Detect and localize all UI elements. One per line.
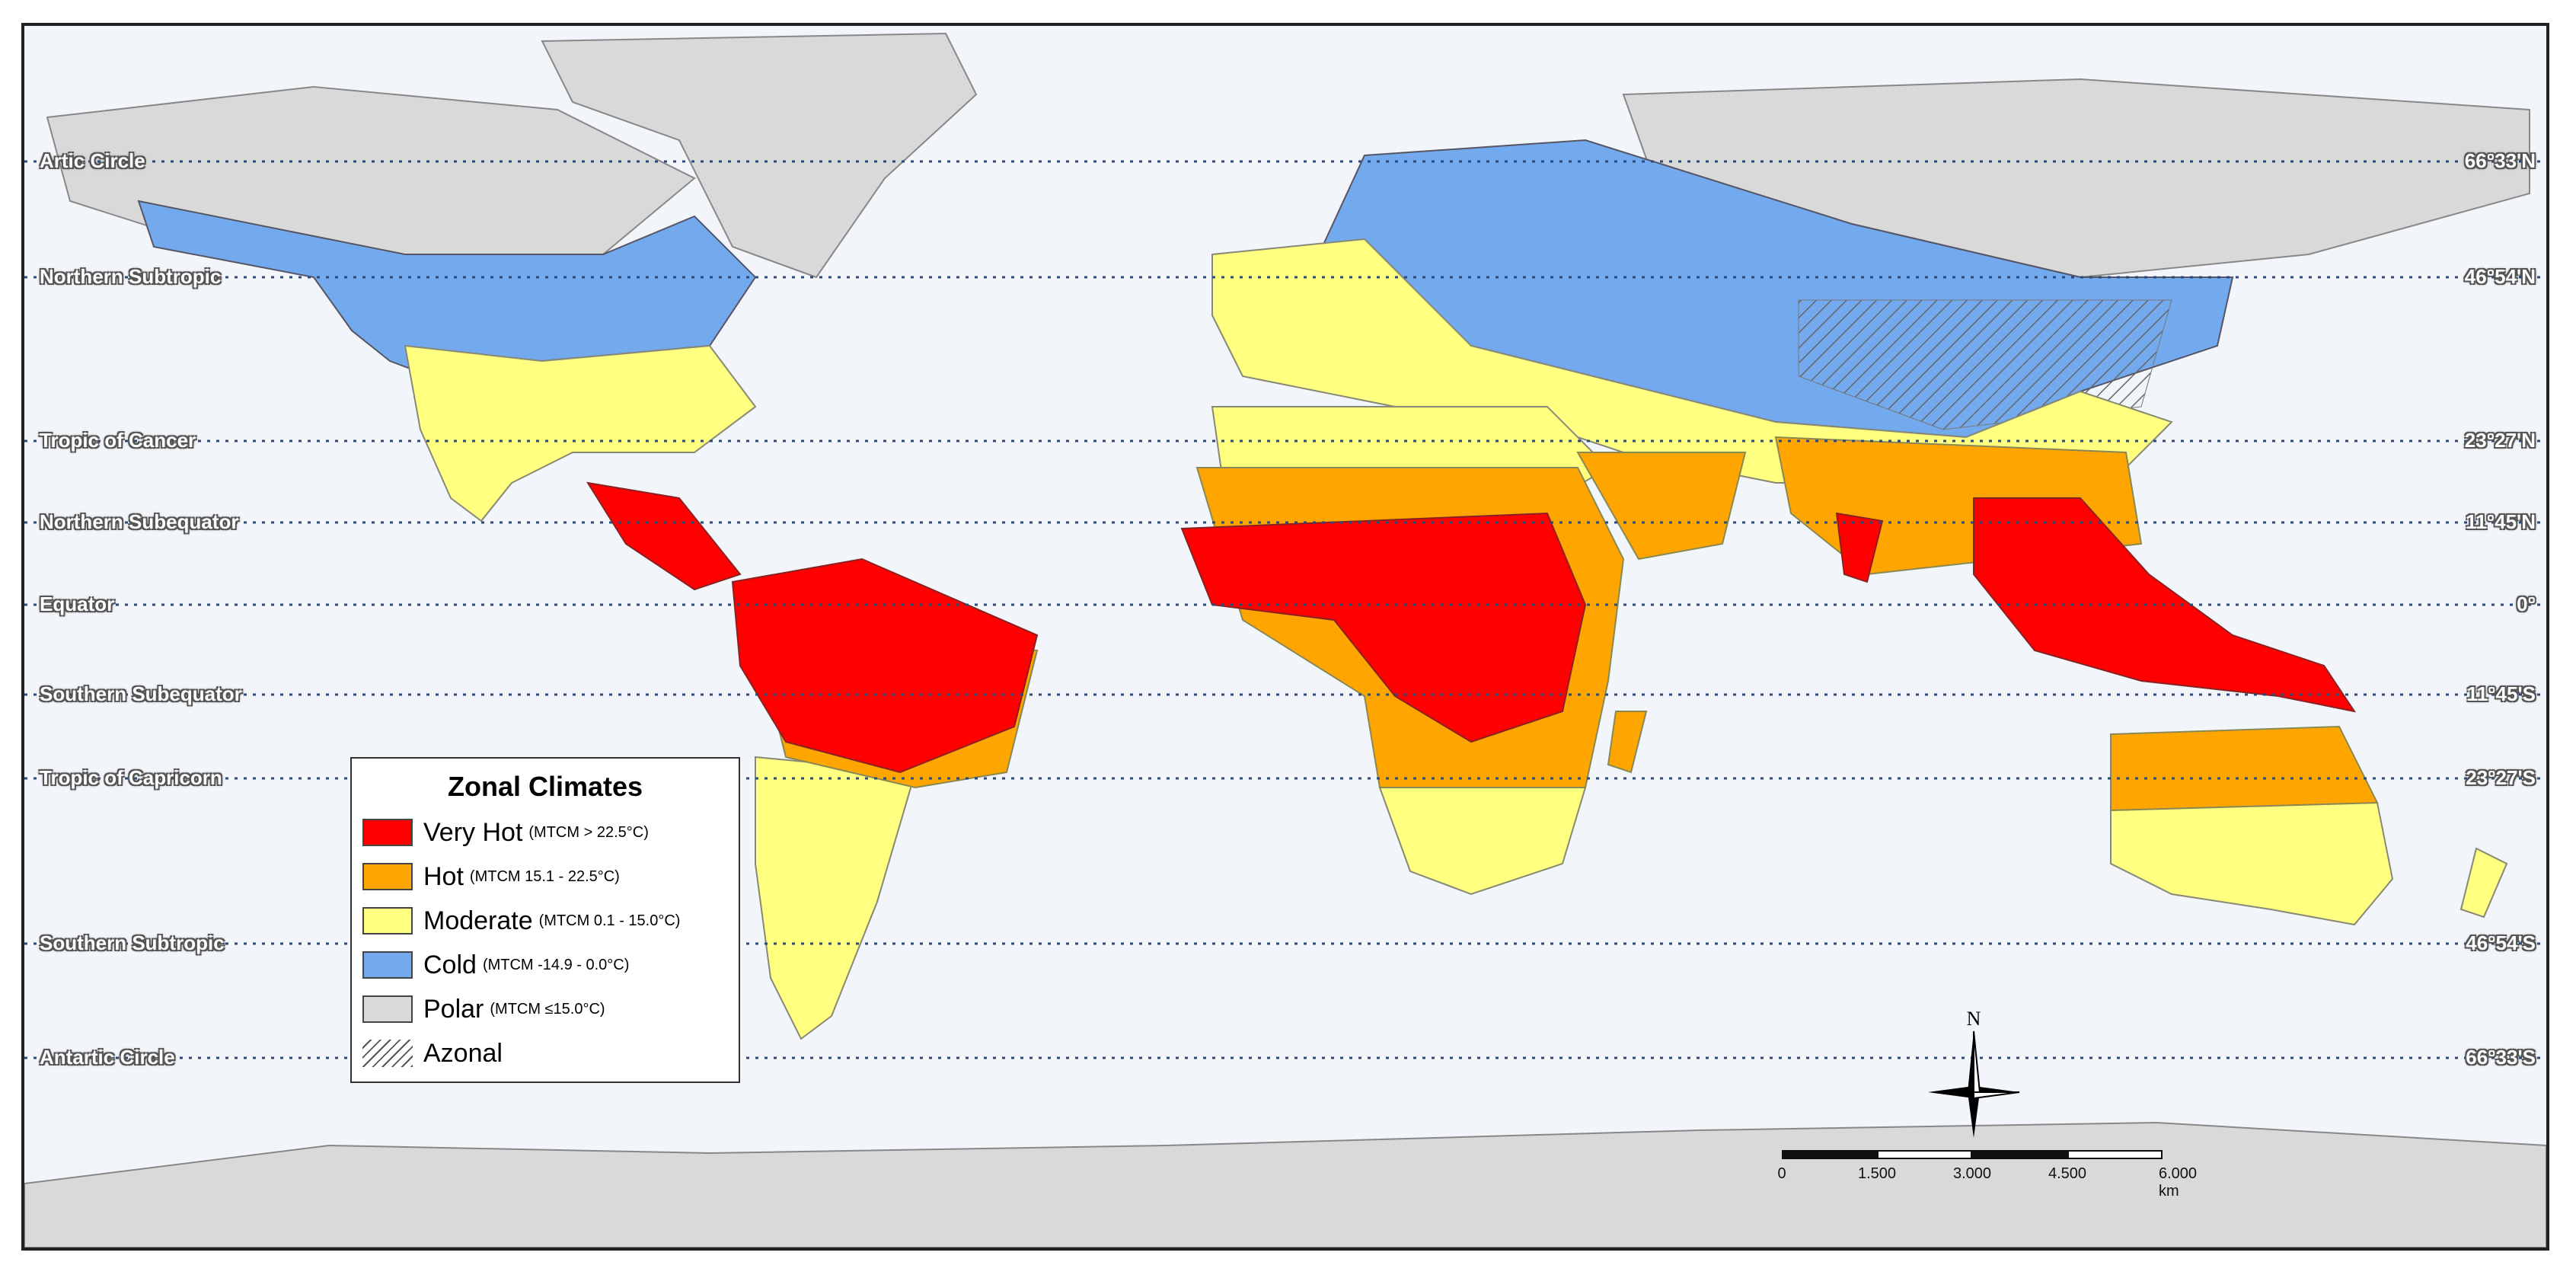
legend-note: (MTCM > 22.5°C) [528, 823, 649, 841]
cold-swatch [362, 951, 413, 979]
legend-item-moderate: Moderate (MTCM 0.1 - 15.0°C) [362, 899, 728, 943]
legend-label: Very Hot [423, 817, 523, 847]
lat-label-left: Northern Subtropic [40, 265, 222, 288]
legend-item-polar: Polar (MTCM ≤15.0°C) [362, 987, 728, 1031]
legend-note: (MTCM 0.1 - 15.0°C) [538, 912, 681, 929]
africa-very-hot [1180, 512, 1587, 743]
central-america-very-hot [586, 481, 742, 591]
map-frame: Artic Circle 66°33'N Northern Subtropic … [21, 23, 2549, 1251]
lat-label-right: 0° [2517, 593, 2536, 615]
scale-tick: 1.500 [1857, 1165, 1897, 1182]
lat-label-left: Northern Subequator [40, 510, 239, 533]
scale-tick: 4.500 [2048, 1165, 2087, 1182]
legend-note: (MTCM -14.9 - 0.0°C) [482, 956, 630, 973]
legend-label: Hot [423, 861, 464, 891]
scale-bar: 0 1.500 3.000 4.500 6.000 km [1777, 1150, 2197, 1203]
very-hot-swatch [362, 819, 413, 846]
north-america-moderate [404, 344, 757, 522]
legend-label: Polar [423, 994, 484, 1024]
lat-label-right: 66°33'S [2466, 1046, 2536, 1069]
lat-label-right: 46°54'S [2466, 931, 2536, 954]
scale-segment [1877, 1150, 1972, 1159]
world-climate-map[interactable] [24, 26, 2546, 1248]
moderate-swatch [362, 907, 413, 935]
azonal-hatch-swatch [362, 1040, 413, 1067]
legend-label: Azonal [423, 1038, 503, 1068]
scale-segment [2067, 1150, 2163, 1159]
scale-tick: 6.000 km [2158, 1165, 2198, 1200]
new-zealand [2459, 847, 2508, 919]
south-africa-moderate [1378, 787, 1587, 896]
legend-title: Zonal Climates [447, 771, 643, 802]
lat-label-right: 23°27'S [2466, 766, 2536, 789]
arabia-hot [1576, 452, 1747, 561]
north-label: N [1967, 1008, 1981, 1030]
hot-swatch [362, 863, 413, 890]
legend-note: (MTCM ≤15.0°C) [490, 1000, 605, 1018]
lat-label-left: Southern Subequator [40, 682, 242, 705]
scale-segment [1782, 1150, 1877, 1159]
australia-hot [2110, 725, 2379, 812]
south-america-very-hot [731, 558, 1039, 774]
lat-label-right: 11°45'N [2466, 510, 2536, 533]
madagascar [1607, 711, 1648, 774]
legend-item-very-hot: Very Hot (MTCM > 22.5°C) [362, 810, 728, 855]
lat-label-left: Tropic of Cancer [40, 429, 196, 452]
scale-segment [1972, 1150, 2067, 1159]
lat-label-left: Antartic Circle [40, 1046, 175, 1069]
lat-label-left: Artic Circle [40, 149, 145, 172]
legend-item-cold: Cold (MTCM -14.9 - 0.0°C) [362, 943, 728, 987]
greenland-polar [541, 32, 978, 279]
scale-tick: 0 [1777, 1165, 1786, 1182]
india-very-hot [1835, 512, 1884, 583]
lat-label-left: Equator [40, 593, 115, 615]
south-america-moderate [755, 756, 917, 1040]
lat-label-right: 11°45'S [2466, 682, 2536, 705]
lat-label-right: 46°54'N [2464, 265, 2536, 288]
legend-label: Cold [423, 950, 477, 979]
polar-swatch [362, 995, 413, 1023]
lat-label-left: Southern Subtropic [40, 931, 225, 954]
australia-moderate [2110, 802, 2394, 926]
legend-label: Moderate [423, 906, 533, 935]
lat-label-right: 66°33'N [2464, 149, 2536, 172]
north-arrow-icon: N [1928, 1008, 2020, 1138]
scale-tick: 3.000 [1952, 1165, 1992, 1182]
legend: Zonal Climates Very Hot (MTCM > 22.5°C) … [350, 757, 740, 1083]
legend-item-azonal: Azonal [362, 1031, 728, 1075]
lat-label-right: 23°27'N [2464, 429, 2536, 452]
lat-label-left: Tropic of Capricorn [40, 766, 222, 789]
legend-note: (MTCM 15.1 - 22.5°C) [469, 867, 620, 885]
legend-item-hot: Hot (MTCM 15.1 - 22.5°C) [362, 855, 728, 899]
